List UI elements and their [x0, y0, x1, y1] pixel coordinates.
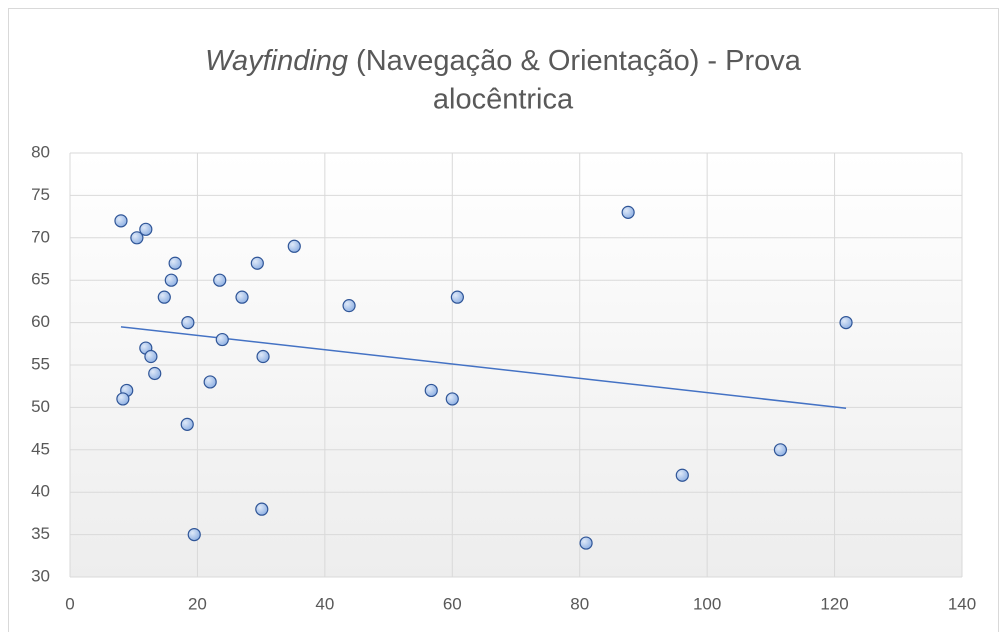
point — [255, 502, 269, 516]
point — [445, 392, 459, 406]
y-tick-label: 50 — [31, 397, 50, 416]
point — [675, 468, 689, 482]
point — [773, 443, 788, 457]
y-tick-label: 35 — [31, 524, 50, 543]
y-tick-label: 80 — [31, 142, 50, 161]
point — [213, 273, 227, 287]
point — [130, 231, 144, 245]
point — [164, 273, 178, 287]
point — [168, 256, 182, 270]
x-tick-label: 0 — [65, 594, 74, 613]
point — [203, 375, 217, 389]
point — [215, 332, 229, 347]
point — [157, 290, 171, 304]
point — [621, 205, 635, 219]
point — [342, 299, 356, 313]
point — [250, 256, 264, 270]
y-tick-label: 65 — [31, 270, 50, 289]
y-tick-label: 30 — [31, 566, 50, 585]
point — [187, 527, 201, 542]
point — [180, 417, 194, 431]
point — [287, 239, 301, 253]
x-tick-label: 40 — [315, 594, 334, 613]
y-tick-label: 45 — [31, 439, 50, 458]
point — [114, 214, 128, 228]
point — [579, 536, 593, 550]
point — [256, 349, 270, 364]
chart-title: Wayfinding (Navegação & Orientação) - Pro… — [205, 45, 802, 77]
point — [181, 316, 195, 330]
point — [839, 316, 853, 330]
x-tick-label: 120 — [820, 594, 848, 613]
y-tick-label: 40 — [31, 482, 50, 501]
title-line2: alocêntrica — [433, 84, 574, 116]
y-tick-label: 55 — [31, 354, 50, 373]
x-tick-label: 60 — [443, 594, 462, 613]
point — [148, 366, 162, 381]
point — [116, 392, 130, 406]
point — [144, 349, 158, 364]
point — [235, 290, 249, 304]
x-tick-label: 80 — [570, 594, 589, 613]
x-tick-label: 100 — [693, 594, 721, 613]
x-tick-label: 20 — [188, 594, 207, 613]
trendline — [120, 326, 847, 409]
point — [450, 290, 464, 304]
title-line1: (Navegação & Orientação) - Prova — [356, 45, 802, 77]
point — [139, 222, 153, 236]
x-tick-label: 140 — [948, 594, 976, 613]
y-tick-label: 75 — [31, 185, 50, 204]
title-italic: Wayfinding — [205, 45, 348, 77]
point — [424, 383, 438, 398]
y-tick-label: 60 — [31, 312, 50, 331]
y-tick-label: 70 — [31, 227, 50, 246]
